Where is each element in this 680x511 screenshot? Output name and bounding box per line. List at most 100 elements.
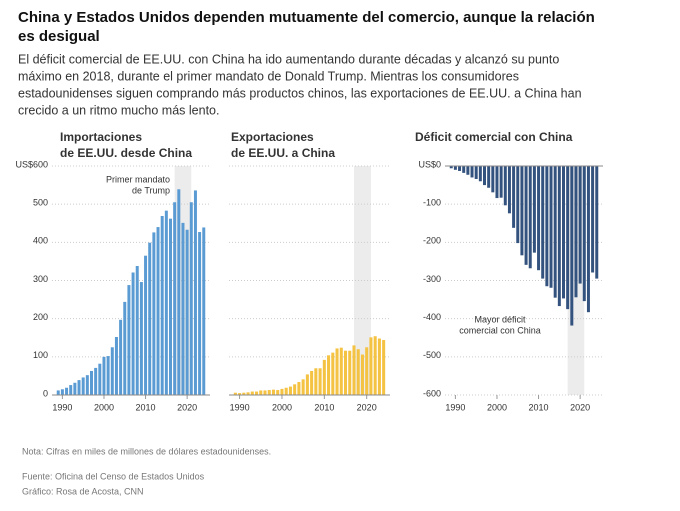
x-tick-label: 2000 [94, 402, 114, 412]
bar [348, 350, 352, 395]
bar [271, 389, 276, 395]
bar [310, 370, 314, 395]
bar [491, 166, 495, 193]
bar [360, 354, 364, 395]
y-tick-label: -500 [423, 350, 441, 360]
bar [549, 166, 553, 288]
bar [503, 166, 507, 206]
y-tick-label: -600 [423, 388, 441, 398]
x-tick-label: 2000 [487, 402, 507, 412]
bar [562, 166, 565, 299]
bar [582, 166, 586, 302]
bar [288, 386, 292, 395]
highlight-band [353, 166, 371, 395]
panel-title: Importaciones [60, 130, 142, 144]
title-line: es desigual [18, 28, 100, 45]
bar [193, 190, 197, 395]
bar [77, 380, 81, 395]
annotation: de Trump [132, 185, 170, 195]
bar [595, 166, 599, 279]
bar [512, 166, 516, 228]
x-tick-label: 1990 [52, 402, 72, 412]
bar [356, 349, 360, 395]
y-tick-label: 500 [33, 198, 48, 208]
x-tick-label: 1990 [445, 402, 465, 412]
bar [318, 368, 322, 395]
bar [557, 166, 561, 307]
bar [331, 352, 335, 395]
bar [106, 356, 110, 395]
bar [487, 166, 491, 188]
bar [483, 166, 486, 186]
bar [466, 166, 470, 175]
subtitle-line: máximo en 2018, durante el primer mandat… [18, 69, 519, 83]
bar [293, 384, 297, 395]
bar [305, 374, 309, 395]
bar [524, 166, 528, 265]
bar [365, 347, 369, 395]
bar [94, 367, 98, 395]
bar [233, 392, 237, 395]
bar [139, 282, 143, 395]
bar [164, 210, 168, 395]
bar [181, 222, 185, 395]
bar [98, 363, 102, 395]
bar [297, 382, 301, 395]
bar [352, 345, 356, 395]
bar [532, 166, 536, 253]
bar [131, 272, 135, 395]
bar [343, 350, 348, 395]
bar [537, 166, 541, 271]
bar [198, 232, 202, 395]
x-tick-label: 2020 [357, 402, 377, 412]
bar [246, 392, 250, 395]
bar [570, 166, 574, 326]
bar [470, 166, 474, 178]
bar [495, 166, 499, 199]
bar [284, 387, 288, 395]
x-tick-label: 2000 [272, 402, 292, 412]
bar [156, 227, 160, 395]
annotation: Mayor déficit [474, 314, 526, 324]
bar [238, 393, 242, 395]
bar [478, 166, 482, 182]
y-tick-label: -400 [423, 312, 441, 322]
bar [516, 166, 520, 244]
bar [574, 166, 578, 298]
bar [148, 242, 152, 395]
note: Nota: Cifras en miles de millones de dól… [22, 446, 271, 456]
bar [458, 166, 462, 171]
x-tick-label: 2010 [136, 402, 156, 412]
y-tick-label: 0 [43, 388, 48, 398]
bar [449, 166, 453, 169]
bar [377, 338, 381, 395]
bar [528, 166, 532, 269]
bar [339, 347, 343, 395]
bar [81, 377, 85, 395]
bar [369, 337, 373, 395]
y-tick-label: US$0 [418, 159, 441, 169]
y-tick-label: -300 [423, 274, 441, 284]
y-tick-label: 400 [33, 236, 48, 246]
bar [553, 166, 557, 298]
bar [56, 390, 60, 395]
bar [280, 388, 284, 395]
bar [474, 166, 478, 179]
bar [335, 348, 339, 395]
title-line: China y Estados Unidos dependen mutuamen… [18, 9, 595, 26]
bar [327, 355, 331, 395]
subtitle-line: crecido a un ritmo mucho más lento. [18, 103, 219, 117]
y-tick-label: 300 [33, 274, 48, 284]
bar [578, 166, 582, 284]
bar [189, 202, 193, 395]
bar [169, 218, 172, 395]
bar [102, 356, 106, 395]
bar [276, 390, 280, 395]
bar [242, 392, 246, 395]
bar [382, 340, 386, 395]
bar [322, 359, 326, 395]
bar [69, 385, 73, 395]
panel-title: de EE.UU. a China [231, 146, 335, 160]
bar [263, 390, 267, 395]
